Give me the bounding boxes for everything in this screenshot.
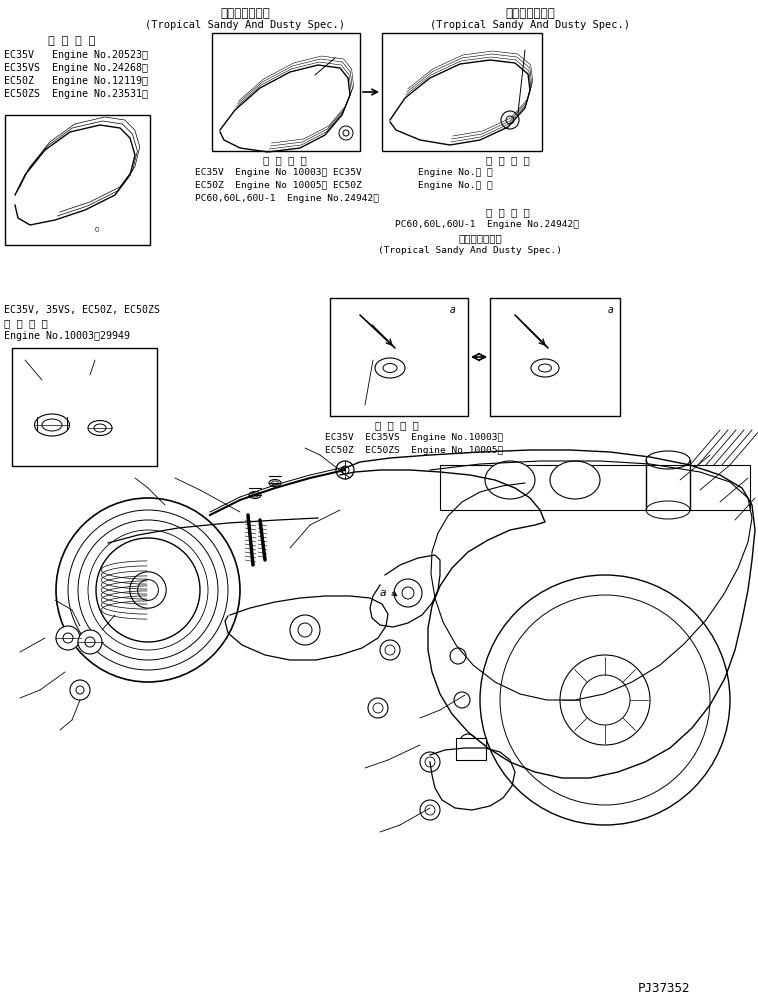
Ellipse shape <box>485 461 535 499</box>
Ellipse shape <box>269 479 281 486</box>
Text: 熱帯砂塵地仕様: 熱帯砂塵地仕様 <box>505 7 555 20</box>
Circle shape <box>85 637 95 647</box>
Bar <box>12 348 157 466</box>
Text: 熱帯砂塵地仕様: 熱帯砂塵地仕様 <box>458 233 502 243</box>
Text: EC50ZS  Engine No.23531～: EC50ZS Engine No.23531～ <box>4 89 148 99</box>
Text: 適 用 号 機: 適 用 号 機 <box>375 420 419 430</box>
Text: EC50Z   Engine No.12119～: EC50Z Engine No.12119～ <box>4 76 148 86</box>
Text: EC35V  Engine No 10003～ EC35V: EC35V Engine No 10003～ EC35V <box>195 168 362 177</box>
Bar <box>212 33 360 151</box>
Circle shape <box>63 633 73 643</box>
Bar <box>330 298 468 416</box>
Text: Engine No.： ～: Engine No.： ～ <box>418 181 493 190</box>
Circle shape <box>70 680 90 700</box>
Bar <box>456 738 486 760</box>
Text: (Tropical Sandy And Dusty Spec.): (Tropical Sandy And Dusty Spec.) <box>145 20 345 30</box>
Text: PC60,60L,60U-1  Engine No.24942～: PC60,60L,60U-1 Engine No.24942～ <box>395 220 579 229</box>
Circle shape <box>78 630 102 654</box>
Bar <box>382 33 542 151</box>
Text: 適 用 号 機: 適 用 号 機 <box>486 207 530 217</box>
Text: EC35V   Engine No.20523～: EC35V Engine No.20523～ <box>4 50 148 60</box>
Bar <box>5 115 150 245</box>
Text: PJ37352: PJ37352 <box>638 982 691 995</box>
Text: 熱帯砂塵地仕様: 熱帯砂塵地仕様 <box>220 7 270 20</box>
Text: Engine No.： ～: Engine No.： ～ <box>418 168 493 177</box>
Text: EC50Z  Engine No 10005～ EC50Z: EC50Z Engine No 10005～ EC50Z <box>195 181 362 190</box>
Text: a: a <box>608 305 614 315</box>
Text: EC35VS  Engine No.24268～: EC35VS Engine No.24268～ <box>4 63 148 73</box>
Text: Engine No.10003～29949: Engine No.10003～29949 <box>4 331 130 341</box>
Text: EC35V, 35VS, EC50Z, EC50ZS: EC35V, 35VS, EC50Z, EC50ZS <box>4 305 160 315</box>
Text: 適 用 号 機: 適 用 号 機 <box>49 36 96 46</box>
Text: EC35V  EC35VS  Engine No.10003～: EC35V EC35VS Engine No.10003～ <box>325 433 503 442</box>
Ellipse shape <box>249 491 261 498</box>
Bar <box>490 298 620 416</box>
Text: 適 用 号 機: 適 用 号 機 <box>4 318 48 328</box>
Bar <box>440 465 750 510</box>
Text: PC60,60L,60U-1  Engine No.24942～: PC60,60L,60U-1 Engine No.24942～ <box>195 194 379 203</box>
Text: 適 用 号 機: 適 用 号 機 <box>486 155 530 165</box>
Text: 適 用 号 機: 適 用 号 機 <box>263 155 307 165</box>
Text: a: a <box>450 305 456 315</box>
Text: a: a <box>380 588 387 598</box>
Ellipse shape <box>550 461 600 499</box>
Text: (Tropical Sandy And Dusty Spec.): (Tropical Sandy And Dusty Spec.) <box>430 20 630 30</box>
Circle shape <box>56 626 80 650</box>
Text: ○: ○ <box>95 225 99 231</box>
Text: (Tropical Sandy And Dusty Spec.): (Tropical Sandy And Dusty Spec.) <box>378 246 562 255</box>
Text: EC50Z  EC50ZS  Engine No.10005～: EC50Z EC50ZS Engine No.10005～ <box>325 446 503 455</box>
